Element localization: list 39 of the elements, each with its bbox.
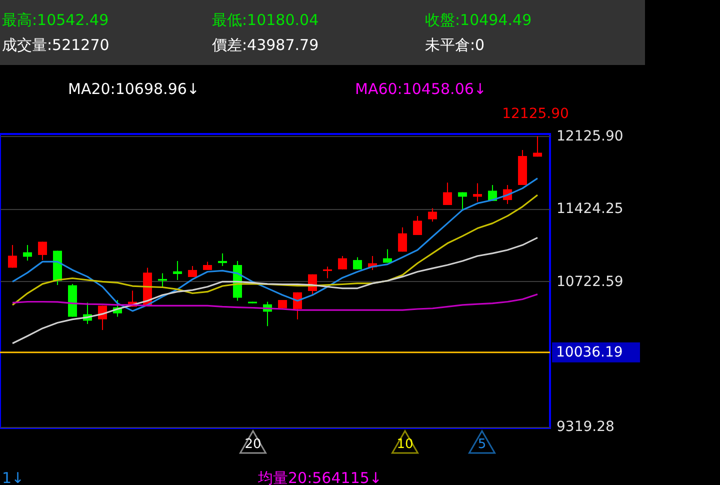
text: MA60:10458.06↓ [355,80,486,98]
candlestick [398,226,407,252]
line-series [12,294,538,311]
text: 最低:10180.04 [212,11,319,29]
text: MA20:10698.96↓ [68,80,200,98]
candlestick [338,256,347,270]
candlestick [38,241,47,261]
line-series [12,236,538,344]
candlestick [428,208,437,222]
text: 價差:43987.79 [212,36,319,54]
y-tick-label: 11424.25 [556,201,624,218]
text: 最高:10542.49 [2,11,109,29]
candlestick [413,215,422,236]
candlestick [8,244,17,268]
candlestick [473,182,482,202]
text: 成交量:521270 [2,36,110,54]
text: 收盤:10494.49 [425,11,532,29]
text: 20 [244,437,262,452]
text: 1↓ [2,469,24,485]
text: 均量20:564115↓ [257,469,382,485]
y-tick-label: 9319.28 [556,419,614,436]
candlestick [458,192,467,210]
y-tick-label: 10722.59 [556,274,624,290]
text: 未平倉:0 [425,36,485,54]
candlestick [23,244,32,262]
line-series [12,177,538,312]
text: 10 [396,437,414,452]
ref-line-label: 10036.19 [556,344,623,360]
line-series [12,194,538,306]
y-tick-label: 12125.90 [556,128,624,145]
candlestick [533,136,542,158]
candlestick [173,260,182,281]
candlestick [98,305,107,330]
candlestick [323,266,332,279]
candlestick [218,252,227,267]
text: 5 [478,437,486,452]
candlestick [353,256,362,270]
candlestick [443,182,452,206]
annotation: 12125.90 [502,106,569,122]
